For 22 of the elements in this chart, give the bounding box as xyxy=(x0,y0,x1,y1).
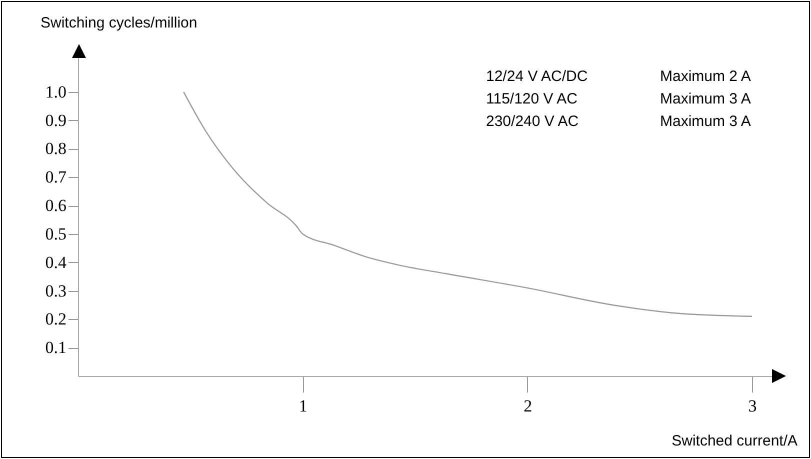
x-axis-title: Switched current/A xyxy=(672,432,798,450)
annotation: 115/120 V AC xyxy=(486,90,578,108)
y-tick-label: 0.8 xyxy=(45,139,66,158)
x-tick-label: 2 xyxy=(524,396,532,416)
x-tick-label: 3 xyxy=(748,396,757,416)
y-tick-label: 0.1 xyxy=(45,338,66,358)
y-tick-label: 0.5 xyxy=(45,224,66,244)
annotation: 230/240 V AC xyxy=(486,113,579,130)
y-tick-label: 0.4 xyxy=(45,252,67,272)
annotation: Maximum 3 A xyxy=(660,90,751,108)
y-tick-label: 0.2 xyxy=(45,310,66,329)
line-series xyxy=(183,91,753,317)
y-tick-label: 0.6 xyxy=(45,196,66,216)
y-tick-label: 0.7 xyxy=(45,168,67,187)
y-tick-label: 0.9 xyxy=(45,110,66,130)
annotation: Maximum 3 A xyxy=(660,113,751,130)
y-tick-label: 1.0 xyxy=(45,82,66,102)
y-tick-label: 0.3 xyxy=(45,281,66,300)
x-tick-label: 1 xyxy=(298,396,308,416)
annotation: 12/24 V AC/DC xyxy=(486,68,588,85)
annotation: Maximum 2 A xyxy=(660,68,751,85)
y-axis-title: Switching cycles/million xyxy=(40,14,198,32)
